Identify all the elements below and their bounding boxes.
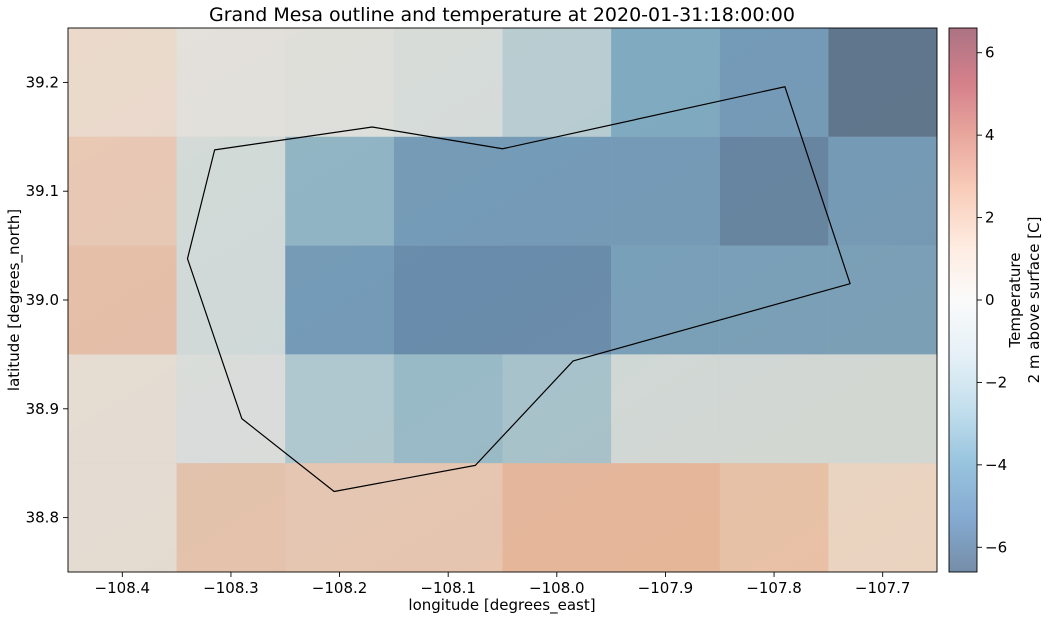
temperature-cell (611, 28, 720, 137)
temperature-cell (503, 137, 612, 246)
temperature-cell (394, 246, 503, 355)
colorbar-tick-label: 0 (985, 291, 995, 309)
temperature-cell (68, 463, 177, 572)
y-tick-label: 39.0 (26, 291, 59, 309)
temperature-cell (68, 246, 177, 355)
y-tick-label: 38.8 (26, 509, 59, 527)
y-tick-label: 39.2 (26, 73, 59, 91)
temperature-cell (177, 137, 286, 246)
temperature-cell (177, 28, 286, 137)
temperature-cell (503, 463, 612, 572)
x-tick-label: −108.4 (95, 579, 151, 597)
temperature-cell (177, 246, 286, 355)
colorbar-tick-label: −4 (985, 456, 1007, 474)
chart-title: Grand Mesa outline and temperature at 20… (209, 4, 795, 26)
y-tick-label: 38.9 (26, 400, 59, 418)
temperature-cell (394, 137, 503, 246)
temperature-cell (611, 246, 720, 355)
colorbar-tick-label: 2 (985, 209, 995, 227)
temperature-cell (68, 28, 177, 137)
colorbar-label-line1: Temperature (1006, 252, 1024, 348)
temperature-grid (68, 28, 937, 572)
x-tick-label: −108.3 (203, 579, 259, 597)
colorbar-ticks: 6 4 2 0 −2 −4 −6 (977, 44, 1007, 557)
temperature-cell (285, 137, 394, 246)
colorbar-tick-label: −2 (985, 373, 1007, 391)
y-axis-ticks: 38.8 38.9 39.0 39.1 39.2 (26, 73, 68, 526)
colorbar: 6 4 2 0 −2 −4 −6 Temperature 2 m above surface… (949, 28, 1043, 572)
temperature-cell (611, 463, 720, 572)
x-tick-label: −107.8 (746, 579, 802, 597)
temperature-cell (828, 463, 937, 572)
temperature-cell (828, 28, 937, 137)
x-axis-label: longitude [degrees_east] (408, 596, 595, 615)
temperature-cell (828, 246, 937, 355)
temperature-cell (828, 137, 937, 246)
temperature-cell (720, 28, 829, 137)
x-tick-label: −108.0 (529, 579, 585, 597)
temperature-cell (503, 246, 612, 355)
temperature-cell (285, 28, 394, 137)
temperature-cell (720, 246, 829, 355)
temperature-cell (611, 354, 720, 463)
temperature-cell (285, 354, 394, 463)
map-plot-area (68, 28, 937, 572)
temperature-cell (611, 137, 720, 246)
temperature-cell (68, 354, 177, 463)
temperature-cell (503, 354, 612, 463)
x-axis-ticks: −108.4 −108.3 −108.2 −108.1 −108.0 −107.9 −107… (95, 572, 911, 597)
y-axis-label: latitude [degrees_north] (5, 209, 24, 391)
temperature-cell (394, 28, 503, 137)
colorbar-tick-label: 6 (985, 44, 995, 62)
temperature-cell (394, 463, 503, 572)
temperature-cell (720, 463, 829, 572)
x-tick-label: −108.1 (420, 579, 476, 597)
colorbar-gradient (949, 28, 977, 572)
temperature-cell (720, 137, 829, 246)
y-tick-label: 39.1 (26, 182, 59, 200)
colorbar-tick-label: 4 (985, 126, 995, 144)
temperature-cell (177, 354, 286, 463)
temperature-cell (285, 246, 394, 355)
temperature-cell (285, 463, 394, 572)
temperature-cell (503, 28, 612, 137)
temperature-cell (68, 137, 177, 246)
temperature-cell (177, 463, 286, 572)
x-tick-label: −107.9 (638, 579, 694, 597)
x-tick-label: −108.2 (312, 579, 368, 597)
colorbar-tick-label: −6 (985, 538, 1007, 556)
x-tick-label: −107.7 (855, 579, 911, 597)
colorbar-label-line2: 2 m above surface [C] (1025, 217, 1043, 384)
temperature-cell (720, 354, 829, 463)
temperature-cell (394, 354, 503, 463)
temperature-cell (828, 354, 937, 463)
